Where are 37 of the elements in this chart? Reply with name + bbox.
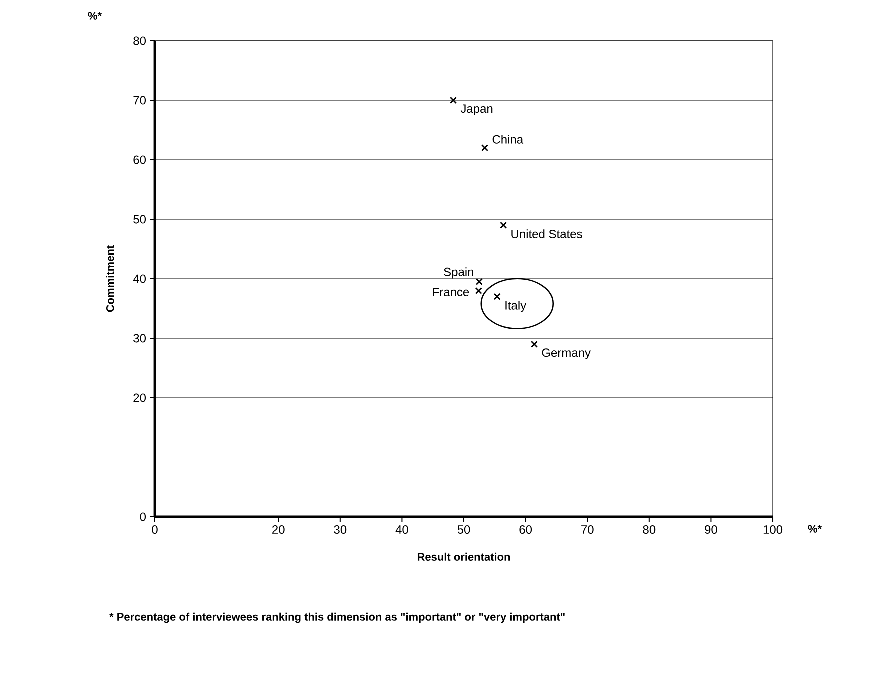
point [500,222,508,229]
x-tick-label: 90 [705,526,718,534]
x-tick-label: 100 [764,526,783,534]
annotation: China [492,135,524,144]
y-tick-label: 30 [134,334,146,343]
point [476,278,483,286]
point [475,287,482,294]
point [494,293,501,300]
y-tick-label: 70 [134,96,146,105]
x-tick-label: 70 [582,526,594,534]
y-tick-label: 60 [134,156,146,164]
x-tick-label: 30 [334,526,347,534]
point [530,340,538,348]
x-axis-title: Result orientation [418,552,510,561]
x-tick-label: 40 [396,526,408,534]
annotation: Spain [444,268,474,279]
x-tick-label: 20 [272,526,285,534]
annotation: France [433,288,470,296]
text: %* [808,525,822,533]
text: * Percentage of interviewees ranking this dimension as "important" or "very important" [110,612,565,624]
annotation: Germany [542,348,591,360]
x-tick-label: 80 [643,526,656,534]
y-tick-label: 80 [134,36,146,46]
y-tick-label: 20 [134,394,146,402]
x-tick-label: 50 [458,526,470,534]
x-tick-label: 0 [152,526,158,534]
text: %* [88,12,102,20]
y-tick-label: 50 [134,215,146,224]
y-axis-title: Commitment [106,246,114,312]
point [481,144,489,152]
annotation: Japan [460,104,493,116]
x-tick-label: 60 [520,526,532,534]
y-tick-label: 0 [140,512,146,522]
y-tick-label: 40 [133,274,146,284]
annotation: Italy [506,301,527,312]
point [450,96,458,104]
annotation: United States [512,230,582,238]
